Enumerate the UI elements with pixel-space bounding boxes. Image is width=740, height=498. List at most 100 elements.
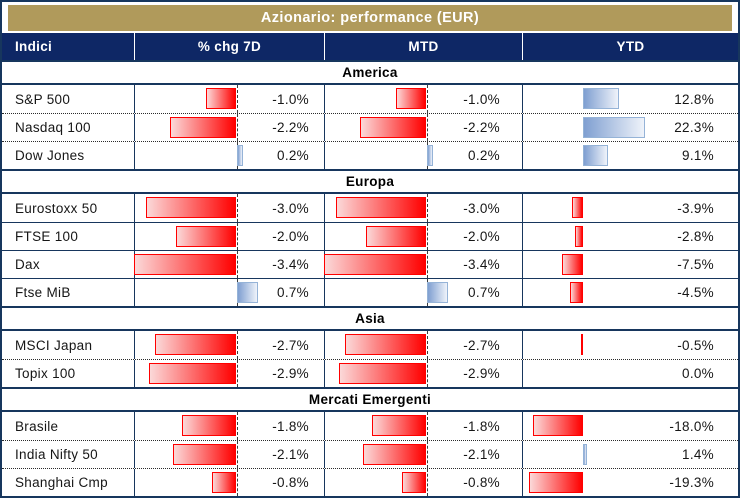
- table-row: Ftse MiB 0.7% 0.7% -4.5%: [2, 278, 738, 306]
- bar-cell-mtd: -3.0%: [325, 194, 523, 222]
- bar-cell-chg7d: -3.0%: [135, 194, 325, 222]
- index-label: Dow Jones: [2, 142, 135, 169]
- bar-cell-ytd: -2.8%: [523, 223, 738, 250]
- value-chg7d: -2.1%: [272, 447, 309, 462]
- bar-cell-ytd: -4.5%: [523, 279, 738, 306]
- bar-cell-mtd: -0.8%: [325, 469, 523, 496]
- table-row: Nasdaq 100 -2.2% -2.2% 22.3%: [2, 113, 738, 141]
- value-ytd: -0.5%: [677, 337, 714, 353]
- bar-cell-ytd: -19.3%: [523, 469, 738, 496]
- negative-bar-ytd: [528, 472, 583, 493]
- table-row: Dax -3.4% -3.4% -7.5%: [2, 250, 738, 278]
- negative-bar-chg7d: [176, 226, 236, 247]
- value-mtd: -2.9%: [463, 366, 500, 381]
- index-label: FTSE 100: [2, 223, 135, 250]
- bar-cell-mtd: -1.8%: [325, 412, 523, 440]
- section-europa: Europa Eurostoxx 50 -3.0% -3.0% -3.9% FTSE 10…: [2, 169, 738, 306]
- negative-bar-mtd: [363, 444, 426, 465]
- zero-axis-line: [427, 441, 428, 468]
- negative-bar-chg7d: [134, 254, 236, 275]
- value-ytd: 0.0%: [682, 366, 714, 381]
- bar-cell-chg7d: -1.0%: [135, 85, 325, 113]
- zero-axis-line: [427, 412, 428, 440]
- bar-cell-chg7d: -2.2%: [135, 114, 325, 141]
- zero-axis-line: [427, 85, 428, 113]
- section-asia: Asia MSCI Japan -2.7% -2.7% -0.5% Topix 100 -2…: [2, 306, 738, 387]
- negative-bar-chg7d: [155, 334, 236, 355]
- positive-bar-ytd: [583, 444, 587, 465]
- negative-bar-mtd: [402, 472, 426, 493]
- negative-bar-ytd: [562, 254, 583, 275]
- value-chg7d: -2.9%: [272, 366, 309, 381]
- value-mtd: -2.1%: [463, 447, 500, 462]
- value-chg7d: -2.2%: [272, 120, 309, 135]
- value-mtd: -0.8%: [463, 475, 500, 490]
- column-header-chg7d: % chg 7D: [135, 33, 325, 60]
- section-header: Mercati Emergenti: [2, 387, 738, 412]
- column-header-row: Indici % chg 7D MTD YTD: [2, 33, 738, 60]
- bar-cell-chg7d: -2.7%: [135, 331, 325, 359]
- index-label: Shanghai Cmp: [2, 469, 135, 496]
- zero-axis-line: [237, 194, 238, 222]
- zero-axis-line: [427, 251, 428, 278]
- negative-bar-chg7d: [149, 363, 236, 384]
- table-row: FTSE 100 -2.0% -2.0% -2.8%: [2, 222, 738, 250]
- negative-bar-mtd: [345, 334, 426, 355]
- bar-cell-mtd: -3.4%: [324, 251, 523, 278]
- bar-cell-ytd: 9.1%: [523, 142, 738, 169]
- index-label: Dax: [2, 251, 135, 278]
- value-ytd: -3.9%: [677, 200, 714, 216]
- negative-bar-chg7d: [206, 88, 236, 109]
- bar-cell-ytd: -18.0%: [523, 412, 738, 440]
- negative-bar-mtd: [366, 226, 426, 247]
- table-row: Eurostoxx 50 -3.0% -3.0% -3.9%: [2, 194, 738, 222]
- negative-bar-mtd: [372, 415, 426, 436]
- positive-bar-ytd: [583, 145, 609, 166]
- negative-bar-ytd: [575, 226, 583, 247]
- negative-bar-ytd: [570, 282, 583, 303]
- bar-cell-ytd: 0.0%: [523, 360, 738, 387]
- table-row: Topix 100 -2.9% -2.9% 0.0%: [2, 359, 738, 387]
- negative-bar-mtd: [324, 254, 426, 275]
- zero-axis-line: [237, 251, 238, 278]
- zero-axis-line: [237, 114, 238, 141]
- table-row: Dow Jones 0.2% 0.2% 9.1%: [2, 141, 738, 169]
- bar-cell-chg7d: -3.4%: [134, 251, 325, 278]
- index-label: Ftse MiB: [2, 279, 135, 306]
- negative-bar-mtd: [396, 88, 426, 109]
- value-mtd: -3.4%: [463, 257, 500, 272]
- bar-cell-chg7d: -2.9%: [135, 360, 325, 387]
- bar-cell-chg7d: -0.8%: [135, 469, 325, 496]
- negative-bar-ytd: [572, 197, 583, 218]
- section-mercati-emergenti: Mercati Emergenti Brasile -1.8% -1.8% -18.0%…: [2, 387, 738, 496]
- zero-axis-line: [427, 114, 428, 141]
- negative-bar-chg7d: [146, 197, 236, 218]
- index-label: Topix 100: [2, 360, 135, 387]
- positive-bar-mtd: [427, 145, 433, 166]
- zero-axis-line: [237, 441, 238, 468]
- zero-axis-line: [427, 360, 428, 387]
- positive-bar-mtd: [427, 282, 448, 303]
- section-header: Europa: [2, 169, 738, 194]
- zero-axis-line: [237, 469, 238, 496]
- bar-cell-ytd: -3.9%: [523, 194, 738, 222]
- value-chg7d: -2.0%: [272, 229, 309, 244]
- value-mtd: -2.0%: [463, 229, 500, 244]
- negative-bar-mtd: [336, 197, 426, 218]
- value-chg7d: -3.4%: [272, 257, 309, 272]
- zero-axis-line: [237, 360, 238, 387]
- value-mtd: -1.0%: [463, 91, 500, 107]
- negative-bar-chg7d: [182, 415, 236, 436]
- bar-cell-mtd: -2.7%: [325, 331, 523, 359]
- zero-axis-line: [427, 194, 428, 222]
- index-label: S&P 500: [2, 85, 135, 113]
- bar-cell-chg7d: 0.7%: [135, 279, 325, 306]
- bar-cell-mtd: -2.2%: [325, 114, 523, 141]
- zero-axis-line: [427, 331, 428, 359]
- value-ytd: 9.1%: [682, 148, 714, 163]
- bar-cell-chg7d: 0.2%: [135, 142, 325, 169]
- negative-bar-chg7d: [173, 444, 236, 465]
- positive-bar-ytd: [583, 117, 646, 138]
- value-ytd: -19.3%: [669, 475, 714, 490]
- bar-cell-mtd: -2.9%: [325, 360, 523, 387]
